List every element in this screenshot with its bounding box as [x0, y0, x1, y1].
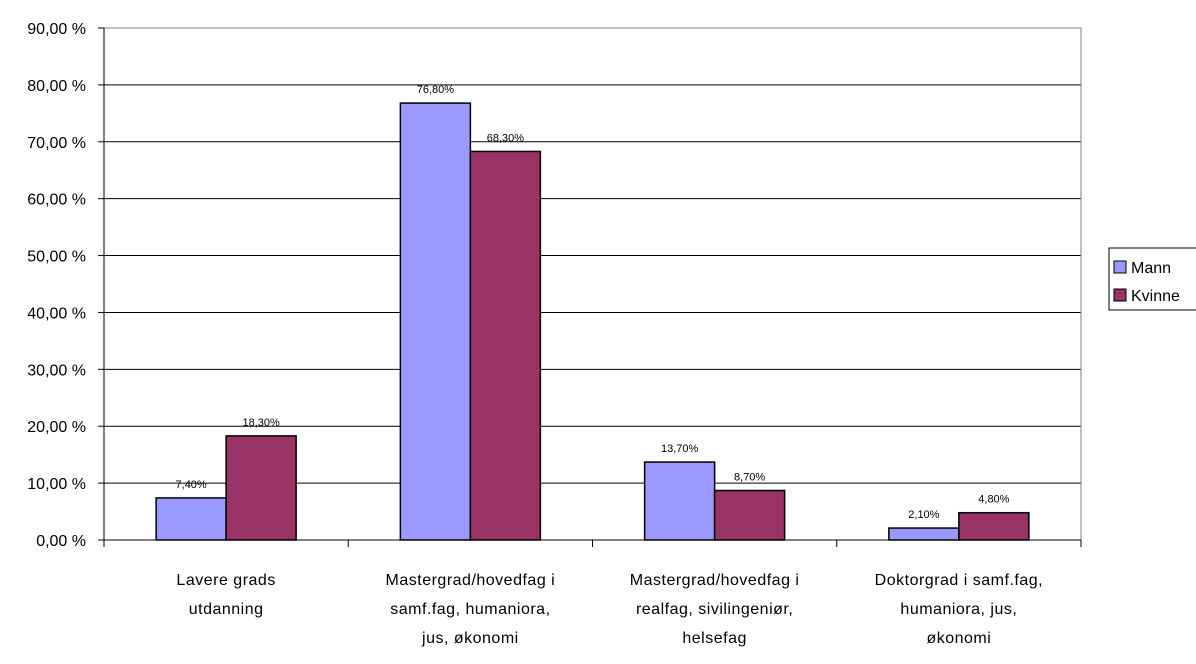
data-label: 76,80% [417, 84, 455, 96]
x-category-label: utdanning [189, 601, 264, 618]
y-tick-label: 40,00 % [27, 305, 86, 322]
x-category-label: samf.fag, humaniora, [390, 601, 550, 618]
bar-mann-3 [888, 527, 960, 541]
bar-mann-0 [155, 497, 227, 541]
x-category-label: Mastergrad/hovedfag i [386, 572, 556, 589]
y-tick-label: 30,00 % [27, 362, 86, 379]
x-category-label: Mastergrad/hovedfag i [630, 572, 800, 589]
y-tick-label: 0,00 % [36, 533, 86, 550]
bars [155, 102, 1030, 541]
x-category-label: jus, økonomi [421, 630, 519, 647]
x-category-label: realfag, sivilingeniør, [636, 601, 793, 618]
data-label: 68,30% [487, 132, 525, 144]
y-tick-label: 20,00 % [27, 419, 86, 436]
bar-kvinne-0 [225, 435, 297, 541]
y-tick-label: 70,00 % [27, 135, 86, 152]
legend-swatch-kvinne [1113, 288, 1127, 302]
data-label: 7,40% [176, 479, 207, 491]
legend: Mann Kvinne [1108, 247, 1196, 311]
data-label: 18,30% [242, 417, 280, 429]
gridlines [104, 84, 1081, 484]
data-label: 4,80% [978, 494, 1009, 506]
bar-kvinne-2 [713, 489, 786, 541]
x-category-label: humaniora, jus, [900, 601, 1017, 618]
legend-swatch-mann [1113, 260, 1127, 274]
legend-label: Mann [1131, 260, 1171, 277]
x-category-label: Lavere grads [176, 572, 275, 589]
data-label: 2,10% [908, 509, 939, 521]
data-labels: 7,40% 76,80% 13,70% 2,10% 18,30% 68,30% 8,70% 4… [176, 84, 1010, 521]
y-tick-label: 50,00 % [27, 249, 86, 266]
bar-kvinne-3 [958, 511, 1030, 541]
y-tick-label: 60,00 % [27, 192, 86, 209]
y-tick-label: 90,00 % [27, 21, 86, 38]
data-label: 13,70% [661, 443, 699, 455]
y-tick-label: 10,00 % [27, 476, 86, 493]
bar-mann-2 [643, 461, 716, 541]
y-axis-tick-labels: 0,00 % 10,00 % 20,00 % 30,00 % 40,00 % 50,00 … [27, 21, 86, 550]
bar-kvinne-1 [469, 150, 542, 541]
y-tick-label: 80,00 % [27, 78, 86, 95]
x-category-label: helsefag [682, 630, 747, 647]
data-label: 8,70% [734, 472, 765, 484]
x-category-label: økonomi [926, 630, 991, 647]
bar-mann-1 [399, 102, 472, 541]
legend-label: Kvinne [1131, 288, 1180, 305]
x-category-label: Doktorgrad i samf.fag, [875, 572, 1043, 589]
x-axis-category-labels: Lavere grads utdanning Mastergrad/hovedfag… [176, 572, 1043, 647]
